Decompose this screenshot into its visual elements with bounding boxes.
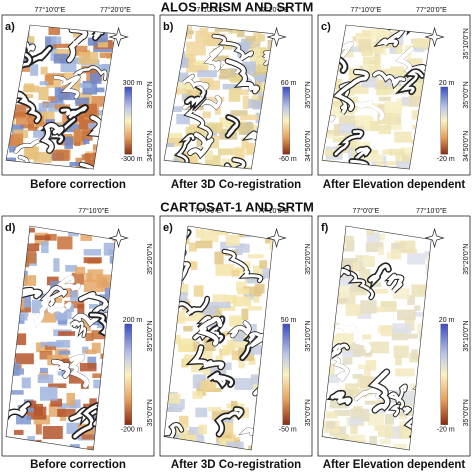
panel: c) 77°10'0"E 77°20'0"E 35°10'0"N 35°0'0"N 34°… — [317, 6, 471, 191]
colorbar-max: 20 m — [439, 317, 455, 324]
section-title: CARTOSAT-1 AND SRTM — [160, 199, 314, 214]
north-arrow — [266, 227, 287, 249]
panel-frame — [159, 14, 313, 176]
panel-caption: After Elevation dependent — [323, 179, 466, 191]
panel-letter: f) — [321, 222, 329, 234]
panel: b) 77°10'0"E 77°20'0"E 35°0'0"N 34°50'0"N 60 … — [159, 6, 313, 191]
north-arrow — [266, 26, 287, 48]
colorbar — [440, 86, 448, 155]
latitude-label: 35°10'0"N — [304, 320, 312, 351]
longitude-label: 77°10'0"E — [35, 6, 66, 14]
latitude-label: 35°0'0"N — [146, 399, 154, 426]
latitude-label: 35°20'0"N — [146, 244, 154, 275]
panel-frame — [1, 14, 155, 176]
colorbar-min: -20 m — [437, 156, 455, 163]
longitude-label: 77°10'0"E — [78, 207, 109, 215]
panel-frame — [317, 215, 471, 457]
section-title: ALOS PRISM AND SRTM — [161, 0, 314, 14]
map — [322, 226, 432, 450]
panel-caption: Before correction — [30, 179, 126, 191]
colorbar — [282, 86, 290, 155]
colorbar — [440, 323, 448, 426]
longitude-label: 77°20'0"E — [416, 6, 447, 14]
panel-caption: After 3D Co-registration — [171, 459, 301, 471]
map-outline — [5, 24, 116, 170]
panel-caption: Before correction — [30, 459, 126, 471]
longitude-label: 77°20'0"E — [100, 6, 131, 14]
colorbar-min: -300 m — [121, 156, 143, 163]
panel-frame — [1, 215, 155, 457]
longitude-label: 77°0'0"E — [194, 207, 221, 215]
map — [6, 227, 116, 450]
latitude-label: 35°10'0"N — [146, 320, 154, 351]
map-outline — [163, 225, 274, 451]
colorbar-min: -50 m — [279, 427, 297, 434]
map-outline — [321, 24, 432, 170]
longitude-label: 77°0'0"E — [352, 207, 379, 215]
colorbar-min: -20 m — [437, 427, 455, 434]
colorbar-min: -200 m — [121, 427, 143, 434]
panel-caption: After 3D Co-registration — [171, 179, 301, 191]
longitude-label: 77°10'0"E — [193, 6, 224, 14]
north-arrow — [424, 227, 445, 249]
latitude-label: 34°50'0"N — [146, 131, 154, 162]
panel: d) 77°10'0"E 35°20'0"N 35°10'0"N 35°0'0"N 200… — [1, 207, 155, 471]
colorbar — [124, 86, 133, 155]
panel-frame — [317, 14, 471, 176]
panel-letter: e) — [163, 222, 173, 234]
panel: f) 77°0'0"E 77°10'0"E 35°20'0"N 35°10'0"N 35°… — [317, 207, 471, 471]
latitude-label: 34°50'0"N — [462, 131, 470, 162]
longitude-label: 77°10'0"E — [351, 6, 382, 14]
latitude-label: 35°0'0"N — [304, 81, 312, 108]
latitude-label: 35°10'0"N — [462, 320, 470, 351]
north-arrow — [108, 26, 129, 48]
latitude-label: 35°20'0"N — [304, 244, 312, 275]
north-arrow — [424, 26, 445, 48]
latitude-label: 35°10'0"N — [462, 28, 470, 59]
latitude-label: 35°0'0"N — [462, 399, 470, 426]
panel: a) 77°10'0"E 77°20'0"E 35°0'0"N 34°50'0"N 300… — [1, 6, 155, 191]
latitude-label: 35°20'0"N — [462, 244, 470, 275]
latitude-label: 35°0'0"N — [304, 399, 312, 426]
panel-caption: After Elevation dependent — [323, 459, 466, 471]
panel-letter: b) — [163, 21, 174, 33]
colorbar-min: -60 m — [279, 156, 297, 163]
map-outline — [321, 225, 432, 451]
colorbar — [124, 323, 133, 426]
map-outline — [163, 24, 274, 170]
colorbar-max: 20 m — [439, 80, 455, 87]
colorbar-max: 200 m — [123, 317, 143, 324]
colorbar-max: 60 m — [281, 80, 297, 87]
panel-letter: a) — [5, 21, 15, 33]
panel: e) 77°0'0"E 77°10'0"E 35°20'0"N 35°10'0"N 35°… — [159, 207, 313, 471]
map — [322, 25, 432, 169]
panel-frame — [159, 215, 313, 457]
colorbar-max: 300 m — [123, 80, 143, 87]
latitude-label: 35°0'0"N — [462, 81, 470, 108]
map-outline — [5, 225, 116, 451]
colorbar-max: 50 m — [281, 317, 297, 324]
panel-letter: d) — [5, 222, 16, 234]
latitude-label: 35°0'0"N — [146, 81, 154, 108]
longitude-label: 77°10'0"E — [416, 207, 447, 215]
colorbar — [282, 323, 290, 426]
longitude-label: 77°10'0"E — [258, 207, 289, 215]
panel-letter: c) — [321, 21, 331, 33]
latitude-label: 34°50'0"N — [304, 131, 312, 162]
map — [164, 226, 274, 450]
north-arrow — [108, 227, 129, 249]
longitude-label: 77°20'0"E — [258, 6, 289, 14]
